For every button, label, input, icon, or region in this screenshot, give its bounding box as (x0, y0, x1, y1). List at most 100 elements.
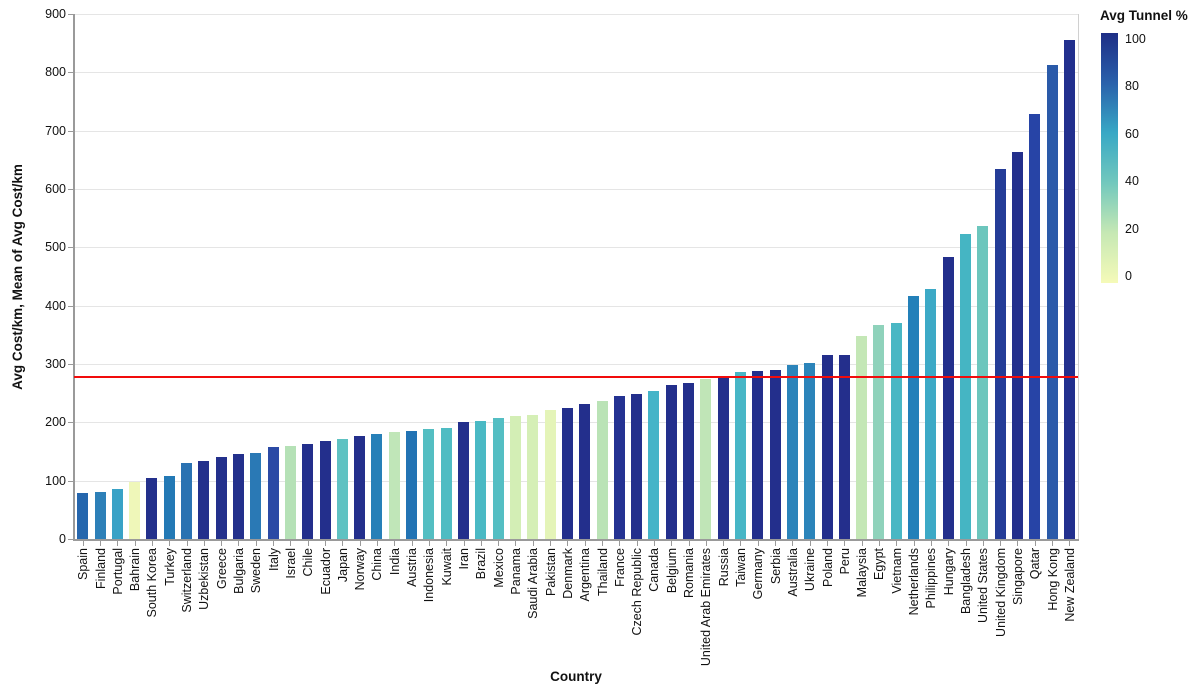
bar-mexico[interactable] (492, 418, 504, 540)
bar-indonesia[interactable] (423, 428, 435, 540)
bar-united-states[interactable] (977, 225, 989, 540)
x-tick-label: Uzbekistan (197, 548, 212, 610)
y-tick-label: 700 (45, 123, 66, 138)
bar-pakistan[interactable] (544, 409, 556, 539)
bar-peru[interactable] (838, 354, 850, 539)
bar-russia[interactable] (717, 378, 729, 539)
bar-argentina[interactable] (579, 403, 591, 539)
bar-hong-kong[interactable] (1046, 65, 1058, 539)
bar-czech-republic[interactable] (631, 394, 643, 539)
x-tick-label: Malaysia (855, 548, 870, 598)
gridline (74, 480, 1078, 482)
gridline (74, 422, 1078, 424)
bar-portugal[interactable] (111, 488, 123, 539)
x-tick-mark (1000, 541, 1002, 546)
gridline (74, 72, 1078, 74)
bar-turkey[interactable] (163, 476, 175, 539)
x-tick-label: South Korea (145, 548, 160, 618)
bar-chile[interactable] (302, 443, 314, 539)
x-tick-label: Serbia (768, 548, 783, 585)
bar-thailand[interactable] (596, 401, 608, 539)
bar-panama[interactable] (509, 415, 521, 539)
bar-saudi-arabia[interactable] (527, 415, 539, 539)
bar-bangladesh[interactable] (960, 233, 971, 539)
bar-ukraine[interactable] (804, 362, 816, 539)
bar-united-kingdom[interactable] (994, 169, 1006, 539)
x-tick-mark (359, 541, 361, 546)
x-tick-label: Greece (214, 548, 229, 589)
bar-japan[interactable] (336, 439, 348, 540)
bar-austria[interactable] (406, 431, 418, 539)
x-tick-label: Norway (353, 548, 368, 591)
bar-norway[interactable] (354, 435, 366, 540)
x-tick-label: Romania (682, 548, 696, 599)
bar-new-zealand[interactable] (1063, 39, 1075, 539)
x-tick-mark (169, 541, 171, 546)
x-tick-mark (913, 541, 915, 546)
bar-uzbekistan[interactable] (198, 461, 210, 539)
x-tick-mark (792, 541, 794, 546)
bar-iran[interactable] (458, 422, 469, 539)
bar-qatar[interactable] (1029, 114, 1041, 539)
bar-egypt[interactable] (873, 324, 885, 539)
bar-kuwait[interactable] (440, 428, 452, 539)
y-axis-title: Avg Cost/km, Mean of Avg Cost/km (10, 164, 25, 390)
bar-china[interactable] (371, 434, 383, 539)
bar-brazil[interactable] (475, 421, 487, 539)
x-tick-mark (480, 541, 482, 546)
x-tick-mark (1052, 541, 1053, 546)
x-tick-label: Denmark (560, 548, 575, 599)
x-tick-mark (896, 541, 898, 546)
x-tick-mark (221, 541, 223, 546)
bar-sweden[interactable] (250, 452, 262, 539)
x-tick-mark (740, 541, 742, 546)
x-tick-mark (325, 541, 326, 546)
bar-bahrain[interactable] (129, 482, 141, 539)
bar-germany[interactable] (752, 371, 764, 539)
x-tick-mark (550, 541, 551, 546)
bar-canada[interactable] (648, 390, 660, 539)
bar-australia[interactable] (786, 365, 798, 539)
bar-malaysia[interactable] (856, 336, 868, 539)
bar-greece[interactable] (215, 456, 227, 540)
x-tick-label: Egypt (872, 548, 887, 580)
x-tick-label: Bahrain (128, 548, 143, 592)
x-tick-mark (775, 541, 777, 546)
bar-united-arab-emirates[interactable] (700, 379, 712, 539)
x-tick-mark (307, 541, 309, 546)
x-tick-label: Bulgaria (231, 548, 246, 594)
bar-poland[interactable] (821, 355, 833, 540)
bar-switzerland[interactable] (181, 463, 192, 539)
bar-vietnam[interactable] (890, 322, 902, 539)
bar-israel[interactable] (284, 445, 296, 539)
x-tick-mark (948, 541, 950, 546)
bar-hungary[interactable] (942, 257, 954, 540)
bar-bulgaria[interactable] (232, 453, 244, 539)
x-tick-mark (757, 541, 759, 546)
bar-spain[interactable] (77, 492, 89, 539)
bar-italy[interactable] (267, 446, 279, 539)
x-axis-title: Country (550, 669, 602, 684)
bar-denmark[interactable] (561, 407, 573, 540)
x-tick-label: Israel (283, 548, 298, 579)
bar-romania[interactable] (683, 382, 694, 539)
x-tick-label: Chile (301, 548, 316, 577)
bar-france[interactable] (613, 396, 625, 539)
x-tick-mark (844, 541, 846, 546)
bar-belgium[interactable] (665, 385, 677, 539)
x-tick-mark (705, 541, 707, 546)
bar-philippines[interactable] (925, 289, 937, 539)
bar-netherlands[interactable] (908, 296, 920, 539)
bar-singapore[interactable] (1011, 152, 1023, 540)
bar-south-korea[interactable] (146, 477, 158, 540)
bar-india[interactable] (388, 432, 400, 540)
bar-serbia[interactable] (769, 369, 781, 539)
x-tick-mark (273, 541, 275, 546)
x-tick-mark (238, 541, 240, 546)
bar-taiwan[interactable] (734, 372, 746, 539)
bar-ecuador[interactable] (319, 441, 331, 539)
x-tick-label: India (387, 548, 402, 576)
x-tick-label: Iran (457, 548, 471, 570)
bar-finland[interactable] (94, 492, 106, 539)
